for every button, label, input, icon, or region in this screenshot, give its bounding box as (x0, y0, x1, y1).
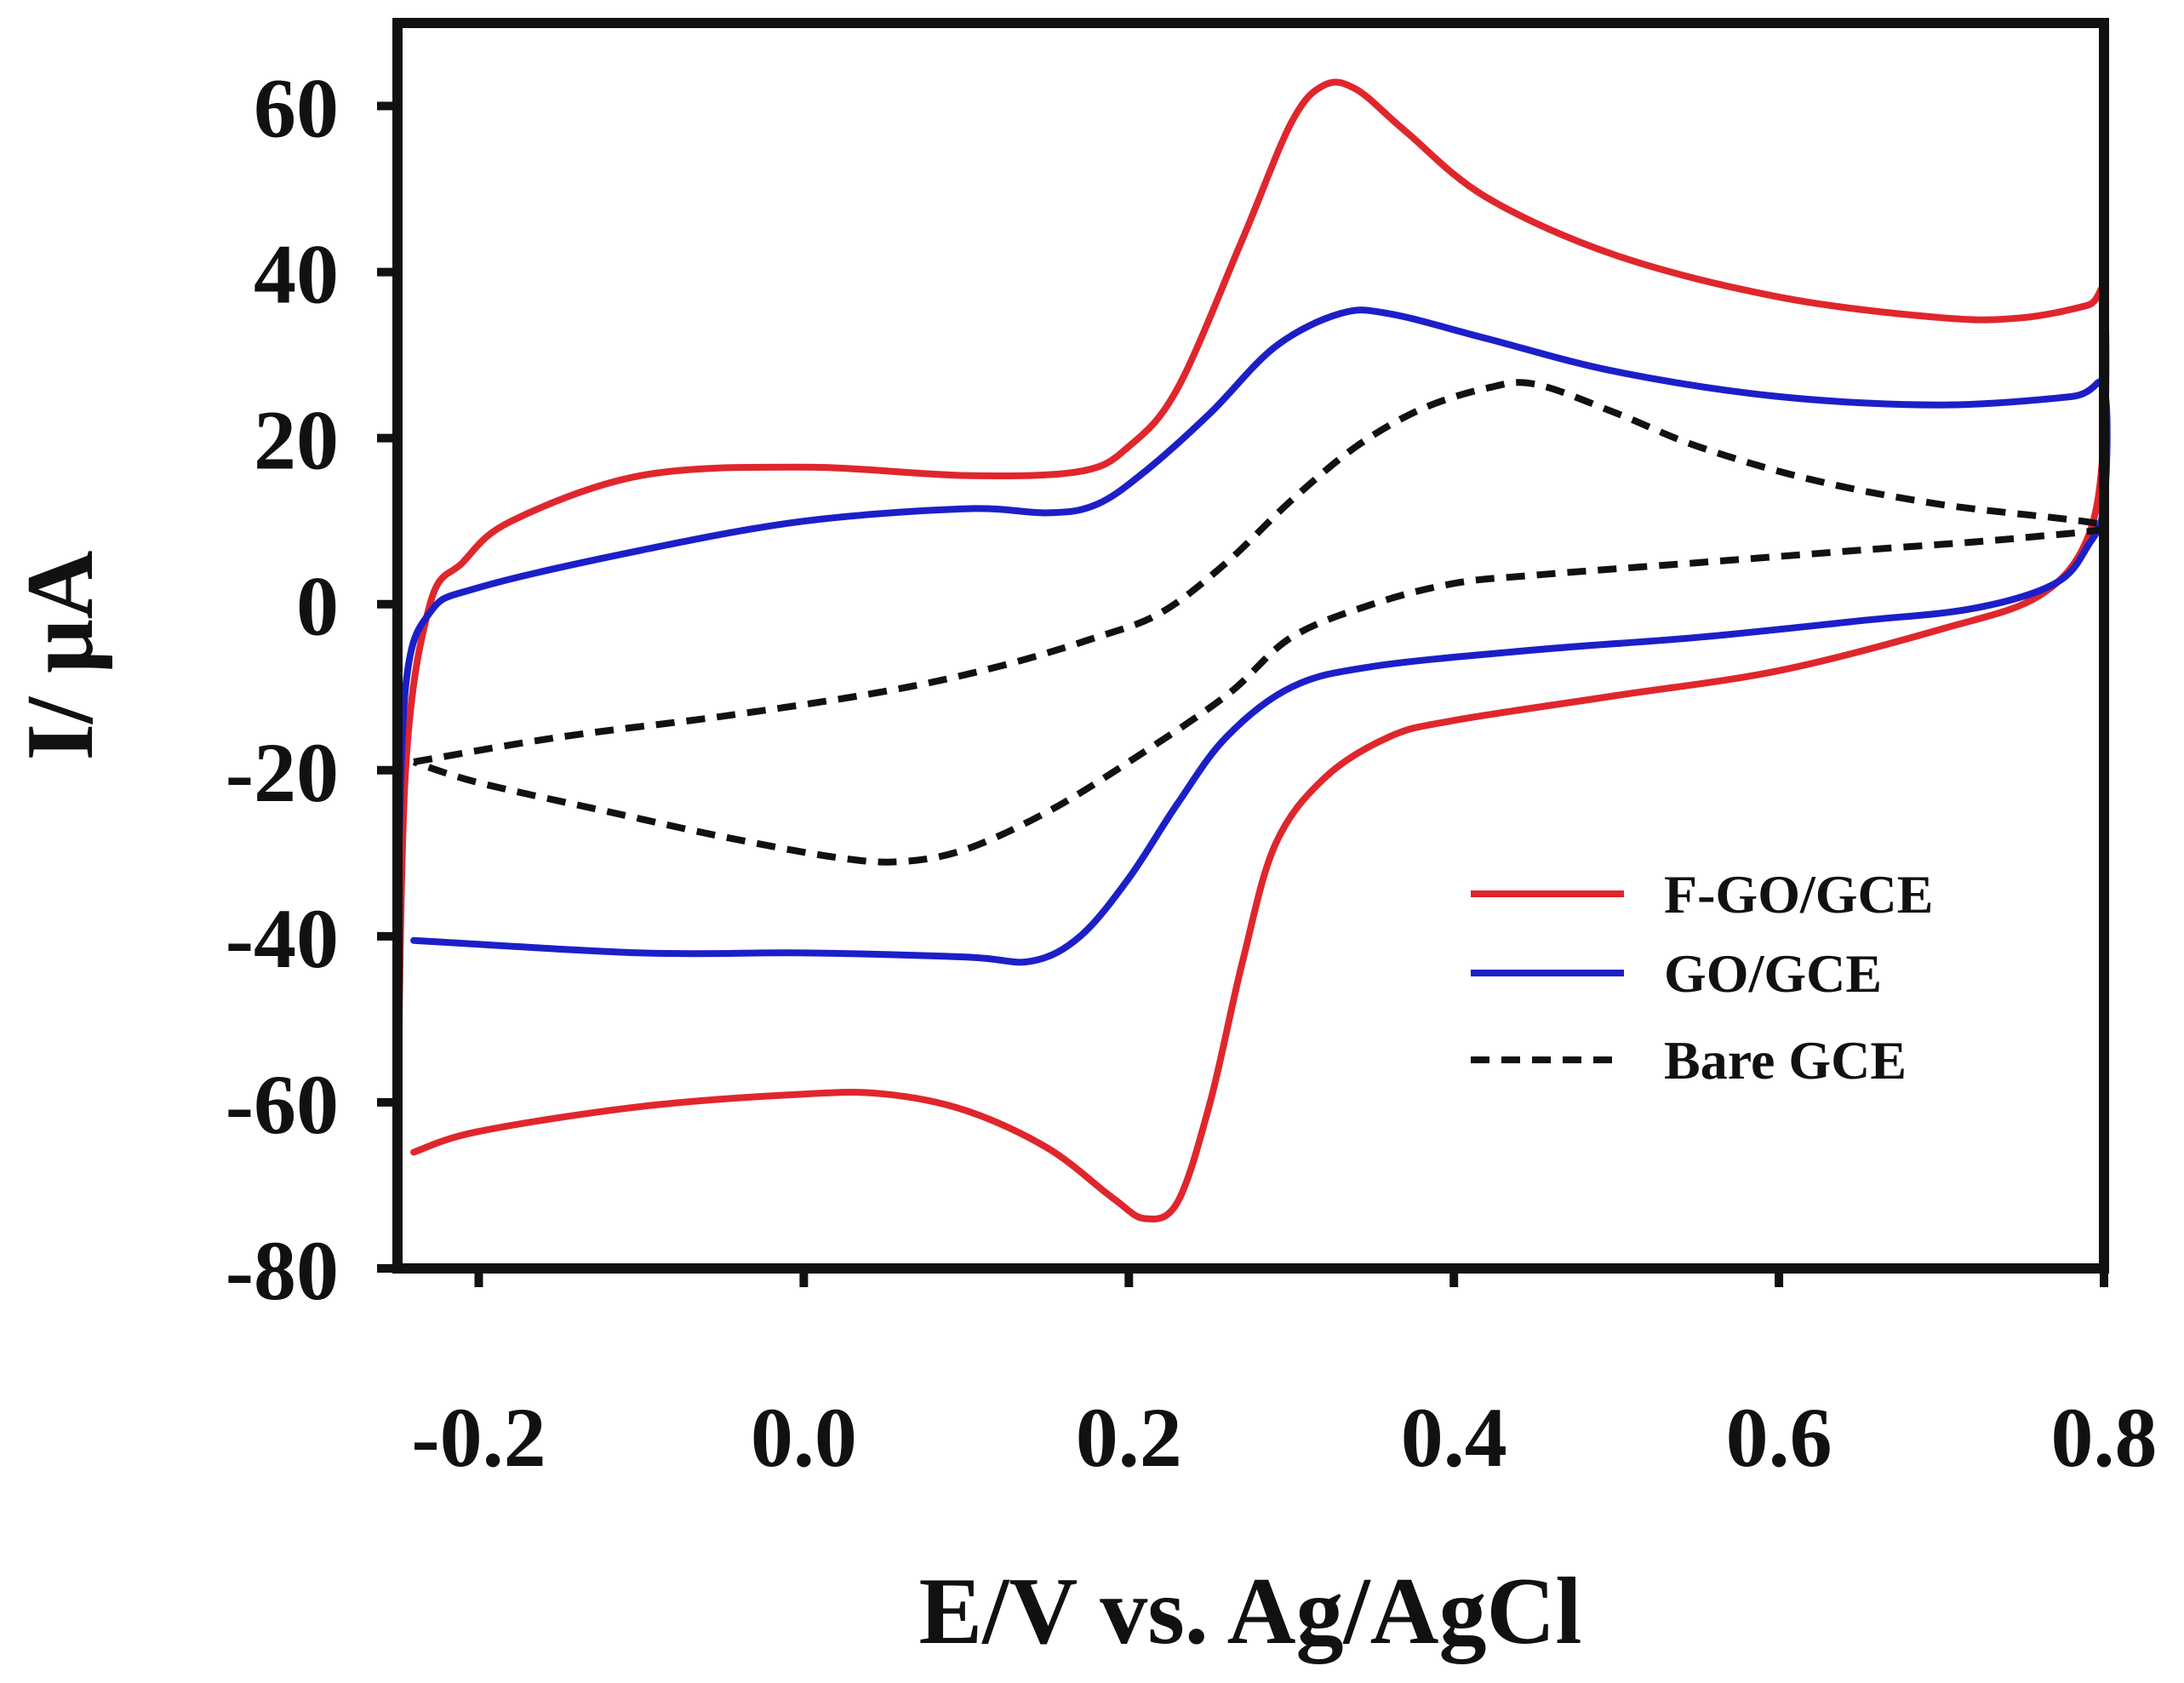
x-tick-label: 0.4 (1401, 1390, 1507, 1485)
y-tick-label: 40 (254, 227, 339, 322)
y-tick-label: -60 (226, 1057, 339, 1152)
x-tick-label: 0.2 (1076, 1390, 1182, 1485)
y-tick-label: 0 (296, 559, 339, 654)
y-tick-label: -20 (226, 725, 339, 820)
x-tick-label: 0.8 (2051, 1390, 2158, 1485)
series-line-go-gce (394, 306, 2111, 966)
legend-label-f-go-gce: F-GO/GCE (1664, 864, 1933, 925)
y-tick-label: -80 (226, 1223, 339, 1318)
x-tick-label: 0.0 (751, 1390, 857, 1485)
y-tick-label: 20 (254, 393, 339, 488)
y-tick-label: 60 (254, 61, 339, 156)
x-axis-title: E/V vs. Ag/AgCl (919, 1559, 1582, 1664)
ticks-layer: -0.2 0.0 0.2 0.4 0.6 0.8 60 40 20 0 -20 -40 -60 -80 (226, 61, 2158, 1485)
y-tick-label: -40 (226, 891, 339, 986)
legend-label-go-gce: GO/GCE (1664, 943, 1882, 1004)
x-tick-label: 0.6 (1726, 1390, 1832, 1485)
legend-label-bare-gce: Bare GCE (1664, 1030, 1907, 1091)
legend: F-GO/GCE GO/GCE Bare GCE (1471, 864, 1933, 1091)
plot-frame (392, 18, 2109, 1274)
y-axis-title: I/ μA (8, 550, 113, 760)
x-tick-label: -0.2 (411, 1390, 546, 1485)
